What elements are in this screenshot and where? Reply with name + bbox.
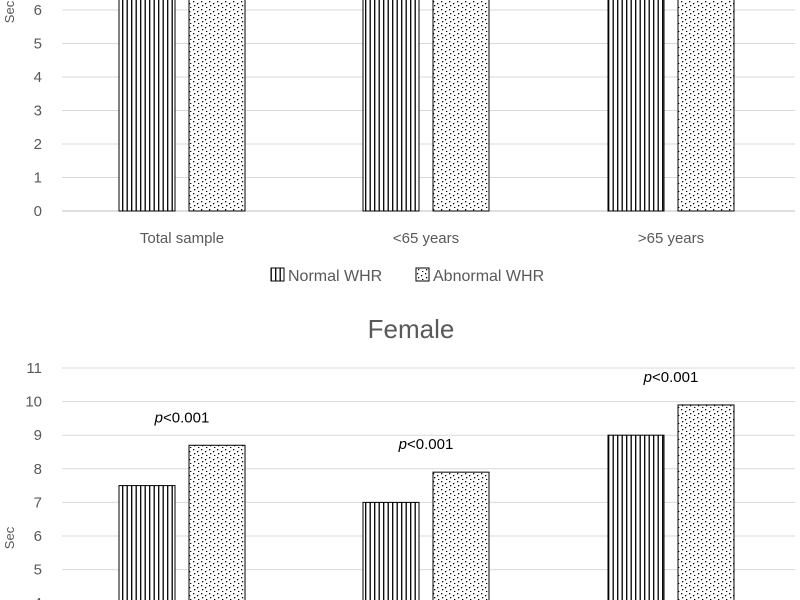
female-chart: Female 4567891011 p<0.001p<0.001p<0.001 … xyxy=(2,314,795,600)
female-y-tick-label: 6 xyxy=(34,528,42,545)
top-y-tick-label: 6 xyxy=(34,2,42,19)
female-y-tick-label: 9 xyxy=(34,427,42,444)
p-value-annotation: p<0.001 xyxy=(643,369,699,386)
female-y-tick-label: 5 xyxy=(34,562,42,579)
female-bar-abnormal-whr-65-years xyxy=(432,471,490,600)
p-value-annotation: p<0.001 xyxy=(154,409,210,426)
female-y-axis-label: Sec xyxy=(2,526,17,549)
female-y-tick-label: 8 xyxy=(34,461,42,478)
legend-swatch-abnormal-whr xyxy=(415,267,430,282)
top-y-tick-label: 2 xyxy=(34,136,42,153)
top-bar-abnormal-whr-65-years xyxy=(677,0,735,212)
top-y-tick-label: 1 xyxy=(34,170,42,187)
top-bar-normal-whr-total-sample xyxy=(118,0,176,212)
top-bar-abnormal-whr-65-years xyxy=(432,0,490,212)
female-y-tick-label: 4 xyxy=(34,595,42,600)
female-bar-normal-whr-65-years xyxy=(607,434,665,600)
legend-label-normal-whr: Normal WHR xyxy=(288,268,382,285)
x-category-label: Total sample xyxy=(140,230,224,247)
legend-label-abnormal-whr: Abnormal WHR xyxy=(433,268,544,285)
female-bar-abnormal-whr-65-years xyxy=(677,404,735,600)
female-bar-normal-whr-65-years xyxy=(362,501,420,600)
top-y-axis-label: Sec xyxy=(2,0,17,23)
top-y-tick-label: 5 xyxy=(34,36,42,53)
top-chart: 0 1 2 3 4 5 6 Total sample <65 years >65 years S… xyxy=(2,0,795,247)
top-bar-abnormal-whr-total-sample xyxy=(188,0,246,212)
top-bar-normal-whr-65-years xyxy=(607,0,665,212)
female-bar-normal-whr-total-sample xyxy=(118,485,176,600)
x-category-label: <65 years xyxy=(393,230,459,247)
x-category-label: >65 years xyxy=(638,230,704,247)
female-bar-abnormal-whr-total-sample xyxy=(188,444,246,600)
p-value-annotation: p<0.001 xyxy=(398,436,454,453)
top-y-tick-label: 3 xyxy=(34,103,42,120)
female-y-tick-label: 11 xyxy=(26,360,42,377)
top-y-tick-label: 4 xyxy=(34,69,42,86)
chart-legend: Normal WHR Abnormal WHR xyxy=(270,267,544,285)
female-y-tick-label: 10 xyxy=(25,394,42,411)
top-bar-normal-whr-65-years xyxy=(362,0,420,212)
legend-swatch-normal-whr xyxy=(270,267,285,282)
female-y-tick-label: 7 xyxy=(34,494,42,511)
top-y-tick-label: 0 xyxy=(34,203,42,220)
female-chart-title: Female xyxy=(368,314,455,344)
